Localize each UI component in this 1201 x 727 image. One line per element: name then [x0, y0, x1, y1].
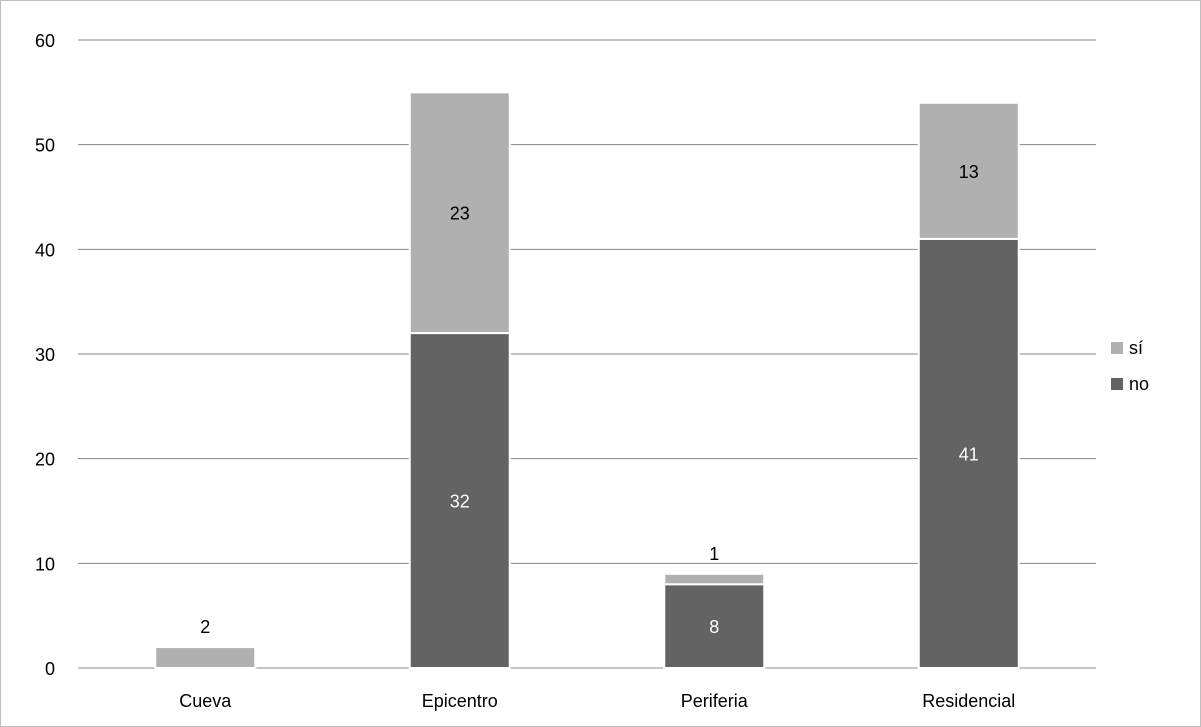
data-label: 8 — [709, 617, 719, 637]
legend-label-sí: sí — [1129, 338, 1143, 358]
legend-label-no: no — [1129, 374, 1149, 394]
data-labels: 2 32 23 8 1 41 13 — [200, 162, 979, 637]
legend: sí no — [1111, 338, 1149, 394]
data-label: 23 — [450, 204, 470, 224]
x-tick-label: Epicentro — [422, 691, 498, 711]
x-tick-label: Periferia — [681, 691, 749, 711]
y-tick-label: 20 — [35, 450, 55, 470]
bar-segment-sí — [663, 572, 766, 586]
x-tick-label: Residencial — [922, 691, 1015, 711]
data-label: 32 — [450, 492, 470, 512]
y-tick-label: 0 — [45, 659, 55, 679]
y-tick-label: 60 — [35, 31, 55, 51]
bar-segment-sí — [154, 646, 257, 669]
bar-segment-no — [408, 332, 511, 669]
data-label: 2 — [200, 617, 210, 637]
data-label: 1 — [709, 544, 719, 564]
bars — [154, 91, 1020, 669]
legend-swatch-no — [1111, 378, 1123, 390]
y-tick-label: 30 — [35, 345, 55, 365]
y-tick-label: 50 — [35, 136, 55, 156]
data-label: 13 — [959, 162, 979, 182]
bar-segment-sí — [408, 91, 511, 335]
y-tick-label: 10 — [35, 554, 55, 574]
bar-segment-sí — [917, 101, 1020, 240]
bar-segment-no — [663, 583, 766, 669]
data-label: 41 — [959, 444, 979, 464]
bar-segment-no — [917, 237, 1020, 669]
legend-swatch-sí — [1111, 342, 1123, 354]
x-axis-tick-labels: Cueva Epicentro Periferia Residencial — [179, 691, 1015, 711]
x-tick-label: Cueva — [179, 691, 232, 711]
y-tick-label: 40 — [35, 240, 55, 260]
y-axis-tick-labels: 0 10 20 30 40 50 60 — [35, 31, 55, 679]
